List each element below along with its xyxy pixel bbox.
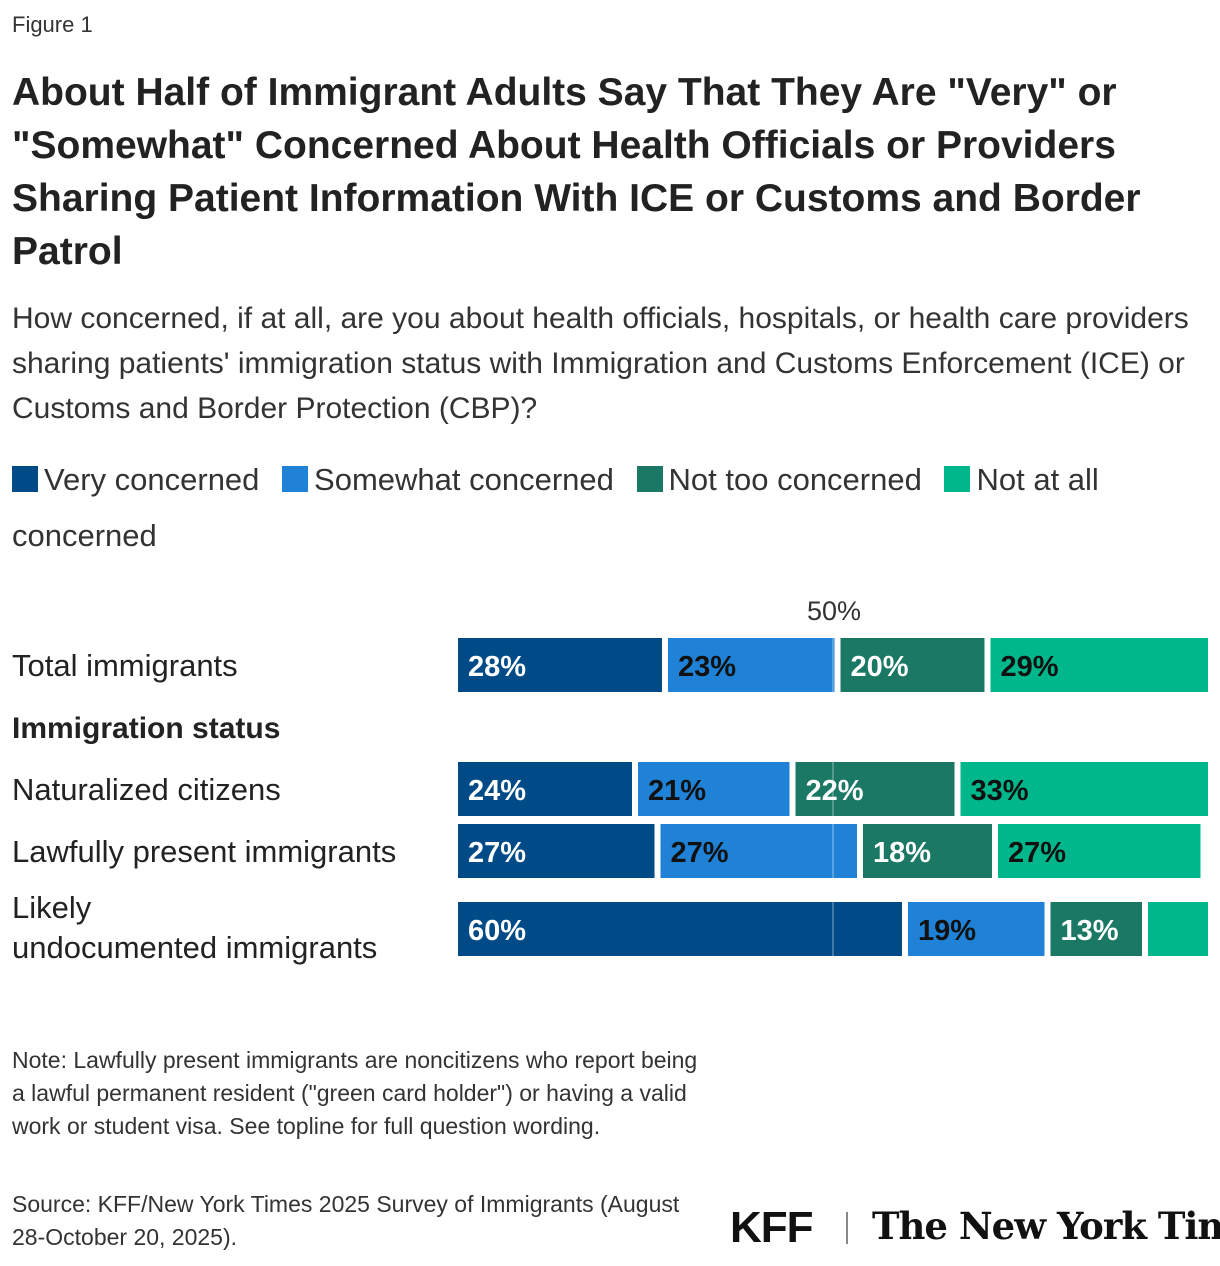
category-label: Likely undocumented immigrants [12,890,377,965]
bar-segment [458,638,662,692]
data-label: 33% [971,775,1029,807]
data-label: 24% [468,775,526,807]
legend-label: Somewhat concerned [314,462,614,497]
bar-segment [660,824,857,878]
legend-item-not-at-all: Not at all concerned [12,462,1099,553]
data-label: 27% [1008,837,1066,869]
chart-note: Note: Lawfully present immigrants are no… [12,1047,698,1139]
legend-item-not-too: Not too concerned [636,462,922,497]
bar-segment [638,762,790,816]
section-header: Immigration status [12,712,280,745]
nyt-logo: The New York Times [872,1204,1220,1248]
logo-divider [846,1212,848,1244]
legend-swatch [12,466,38,492]
bar-segment [668,638,835,692]
legend-item-somewhat: Somewhat concerned [282,462,614,497]
legend: Very concerned Somewhat concerned Not to… [12,452,1212,564]
legend-label: Very concerned [44,462,260,497]
bar-segment [1050,902,1142,956]
data-label: 60% [468,915,526,947]
data-label: 21% [648,775,706,807]
category-label-line: undocumented immigrants [12,930,377,965]
category-label: Lawfully present immigrants [12,834,396,869]
figure-label: Figure 1 [12,12,93,37]
legend-swatch [944,466,971,492]
legend-swatch [282,466,309,492]
bar-segment [1148,902,1208,956]
chart-title: About Half of Immigrant Adults Say That … [12,71,1141,273]
stacked-bar-chart: 50% Immigration status Total immigrants 28%… [12,596,1208,965]
data-label: 27% [671,837,729,869]
bar-segment [863,824,992,878]
data-label: 20% [851,651,909,683]
bar-segment [960,762,1208,816]
data-label: 19% [918,915,976,947]
legend-item-very: Very concerned [12,462,259,497]
data-label: 28% [468,651,526,683]
bar-segment [998,824,1201,878]
data-label: 29% [1001,651,1059,683]
bar-segment [795,762,955,816]
legend-label: Not too concerned [668,462,922,497]
reference-line-label: 50% [807,596,861,626]
data-label: 23% [678,651,736,683]
bar-segment [990,638,1208,692]
category-label-line: Likely [12,890,92,925]
bar-segment [458,762,632,816]
data-label: 18% [873,837,931,869]
bar-segment [458,824,655,878]
legend-label: Not at all concerned [12,462,1099,553]
category-label: Total immigrants [12,648,238,683]
chart-source: Source: KFF/New York Times 2025 Survey o… [12,1191,680,1250]
kff-logo: KFF [730,1203,814,1252]
bar-segment [908,902,1045,956]
category-label: Naturalized citizens [12,772,281,807]
data-label: 22% [806,775,864,807]
legend-swatch [636,466,663,492]
bar-segment [458,902,902,956]
chart-subtitle: How concerned, if at all, are you about … [12,302,1189,425]
bar-segment [840,638,985,692]
data-label: 27% [468,837,526,869]
data-label: 13% [1061,915,1119,947]
